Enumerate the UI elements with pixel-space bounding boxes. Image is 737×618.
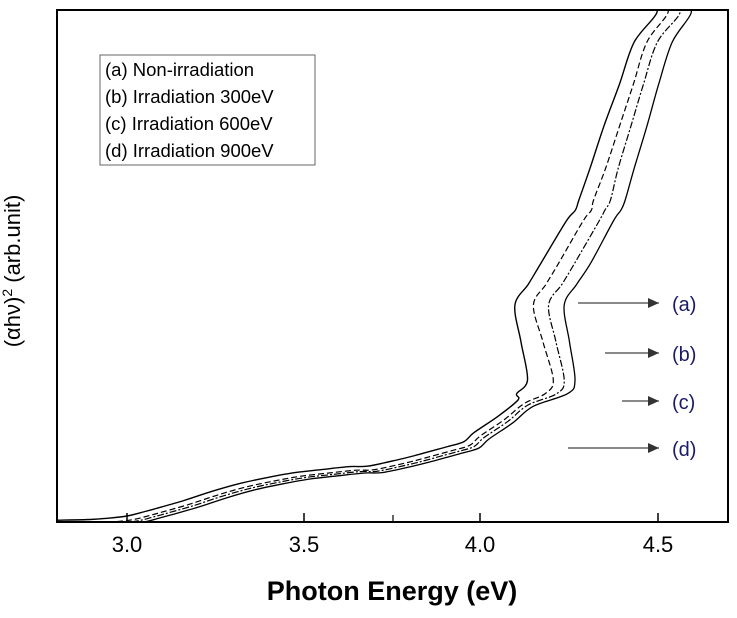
svg-text:(d): (d) [672,439,696,461]
svg-text:(d) Irradiation 900eV: (d) Irradiation 900eV [105,140,274,161]
svg-text:(b): (b) [672,344,696,366]
svg-text:4.5: 4.5 [643,532,674,557]
svg-text:(c): (c) [672,392,695,414]
svg-text:(a) Non-irradiation: (a) Non-irradiation [105,59,254,80]
svg-text:(b) Irradiation 300eV: (b) Irradiation 300eV [105,86,274,107]
svg-text:(a): (a) [672,294,696,316]
svg-text:3.0: 3.0 [112,532,143,557]
svg-text:(αhν)2 (arb.unit): (αhν)2 (arb.unit) [0,195,25,348]
svg-text:Photon Energy (eV): Photon Energy (eV) [267,576,518,606]
svg-text:3.5: 3.5 [289,532,320,557]
svg-text:(c) Irradiation 600eV: (c) Irradiation 600eV [105,113,273,134]
svg-text:4.0: 4.0 [465,532,496,557]
